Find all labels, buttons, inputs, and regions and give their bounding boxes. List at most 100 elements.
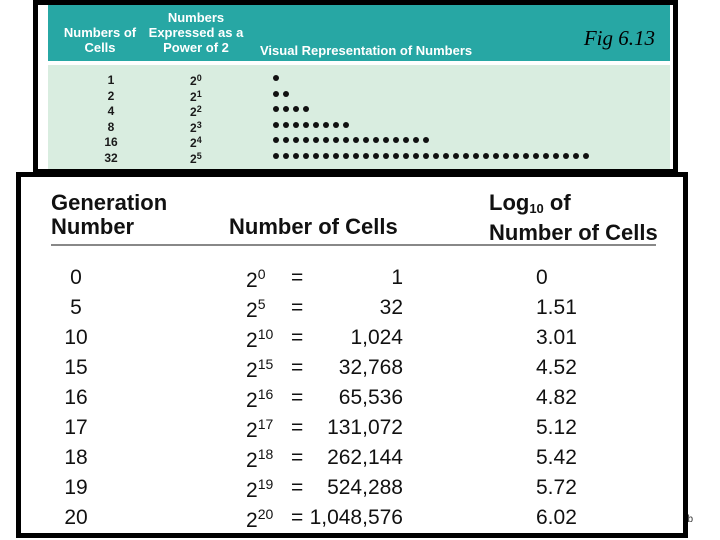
cell-dot-icon [293,106,299,112]
power-expression: 25 [246,296,266,322]
cell-dot-icon [283,121,289,128]
log-value: 4.52 [536,356,577,379]
cell-dot-icon [293,152,299,159]
dot-representation [273,106,313,112]
cell-dot-icon [573,152,579,159]
figure-body: 1 20 2 21 4 22 8 23 16 24 32 25 [48,65,670,169]
table-row: 0 20 = 1 0 [21,266,683,296]
generation-number: 15 [64,356,88,379]
power-expression: 219 [246,476,274,502]
power-expression: 210 [246,326,274,352]
cell-count: 524,288 [327,476,403,499]
cell-dot-icon [403,137,409,143]
equals-sign: = [291,326,304,349]
cell-dot-icon [553,152,559,159]
cell-dot-icon [353,152,359,159]
corner-mark: b [687,514,693,525]
generation-number: 20 [64,506,88,529]
cell-dot-icon [303,152,309,159]
cell-dot-icon [433,152,439,159]
figure-power: 20 [190,73,202,88]
figure-row: 2 21 [48,89,688,104]
cell-count: 32 [379,296,403,319]
table-row: 10 210 = 1,024 3.01 [21,326,683,356]
generation-number: 0 [70,266,82,289]
power-expression: 217 [246,416,274,442]
cell-dot-icon [303,121,309,128]
header-log10: Log10 of Number of Cells [489,190,658,245]
dot-representation [273,75,283,81]
figure-cell-count: 2 [107,88,115,103]
cell-dot-icon [343,137,349,143]
cell-dot-icon [383,152,389,159]
figure-row: 16 24 [48,135,688,150]
cell-dot-icon [313,152,319,159]
equals-sign: = [291,446,304,469]
header-generation-number: Generation Number [51,190,168,239]
dot-representation [273,137,433,143]
cell-dot-icon [313,121,319,128]
table-row: 17 217 = 131,072 5.12 [21,416,683,446]
cell-dot-icon [283,137,289,143]
equals-sign: = [291,356,304,379]
log-value: 5.72 [536,476,577,499]
cell-count: 262,144 [327,446,403,469]
cell-dot-icon [283,90,289,97]
header-numbers-of-cells: Numbers of Cells [63,25,137,55]
figure-cell-count: 4 [107,104,115,118]
cell-dot-icon [423,152,429,159]
cell-dot-icon [473,152,479,159]
equals-sign: = [291,506,304,529]
cell-dot-icon [543,152,549,159]
generation-number: 18 [64,446,88,469]
cell-dot-icon [393,152,399,159]
cell-count: 1 [391,266,403,289]
cell-dot-icon [343,152,349,159]
power-expression: 218 [246,446,274,472]
log-value: 0 [536,266,548,289]
figure-row: 8 23 [48,120,688,135]
log-value: 1.51 [536,296,577,319]
log-value: 5.12 [536,416,577,439]
cell-dot-icon [323,121,329,128]
cell-dot-icon [313,137,319,143]
cell-dot-icon [343,121,349,128]
header-visual-representation: Visual Representation of Numbers [260,43,473,58]
figure-row: 1 20 [48,73,688,88]
figure-power: 22 [190,104,202,119]
log-value: 4.82 [536,386,577,409]
cell-dot-icon [303,137,309,143]
cell-count: 1,024 [350,326,403,349]
cell-dot-icon [373,137,379,143]
cell-dot-icon [373,152,379,159]
power-expression: 220 [246,506,274,532]
cell-count: 65,536 [338,386,403,409]
cell-dot-icon [273,90,279,97]
figure-row: 4 22 [48,104,688,119]
dot-representation [273,121,353,128]
generation-number: 17 [64,416,88,439]
cell-dot-icon [273,137,279,143]
cell-dot-icon [293,121,299,128]
log-value: 6.02 [536,506,577,529]
cell-dot-icon [463,152,469,159]
header-power-of-2: Numbers Expressed as a Power of 2 [148,10,244,55]
table-row: 16 216 = 65,536 4.82 [21,386,683,416]
generation-number: 19 [64,476,88,499]
dot-representation [273,152,593,159]
generation-number: 10 [64,326,88,349]
equals-sign: = [291,386,304,409]
cell-dot-icon [413,152,419,159]
cell-dot-icon [323,152,329,159]
generation-number: 16 [64,386,88,409]
log-value: 5.42 [536,446,577,469]
top-figure: Numbers of Cells Numbers Expressed as a … [33,0,678,174]
power-expression: 20 [246,266,266,292]
cell-dot-icon [303,106,309,112]
cell-dot-icon [333,121,339,128]
cell-dot-icon [333,152,339,159]
figure-cell-count: 1 [107,73,115,87]
table-row: 18 218 = 262,144 5.42 [21,446,683,476]
equals-sign: = [291,296,304,319]
figure-cell-count: 16 [104,135,118,149]
